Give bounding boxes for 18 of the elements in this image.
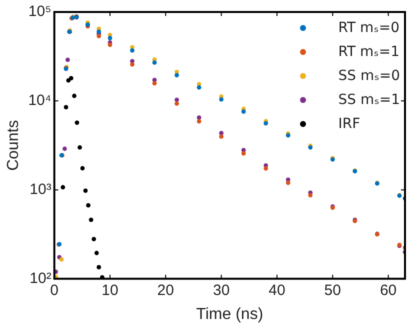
y-axis-title: Counts — [5, 120, 22, 171]
y-tick-label: 10² — [30, 270, 52, 287]
x-axis-title: Time (ns) — [196, 306, 264, 323]
y-tick-label: 10⁴ — [28, 92, 52, 110]
x-tick-label: 10 — [102, 282, 118, 299]
legend-label: IRF — [338, 116, 360, 132]
y-tick-label: 10³ — [30, 181, 52, 198]
x-tick-label: 60 — [380, 282, 397, 299]
x-tick-label: 50 — [324, 282, 341, 299]
legend-label: RT mₛ=1 — [338, 44, 400, 60]
x-tick-label: 0 — [50, 282, 58, 299]
x-tick-label: 30 — [212, 282, 230, 299]
x-tick-label: 40 — [268, 282, 286, 299]
legend-label: SS mₛ=0 — [338, 68, 400, 84]
y-tick-label: 10⁵ — [28, 3, 52, 20]
legend-label: SS mₛ=1 — [338, 92, 400, 108]
x-tick-label: 20 — [157, 282, 174, 299]
legend-label: RT mₛ=0 — [338, 20, 400, 36]
